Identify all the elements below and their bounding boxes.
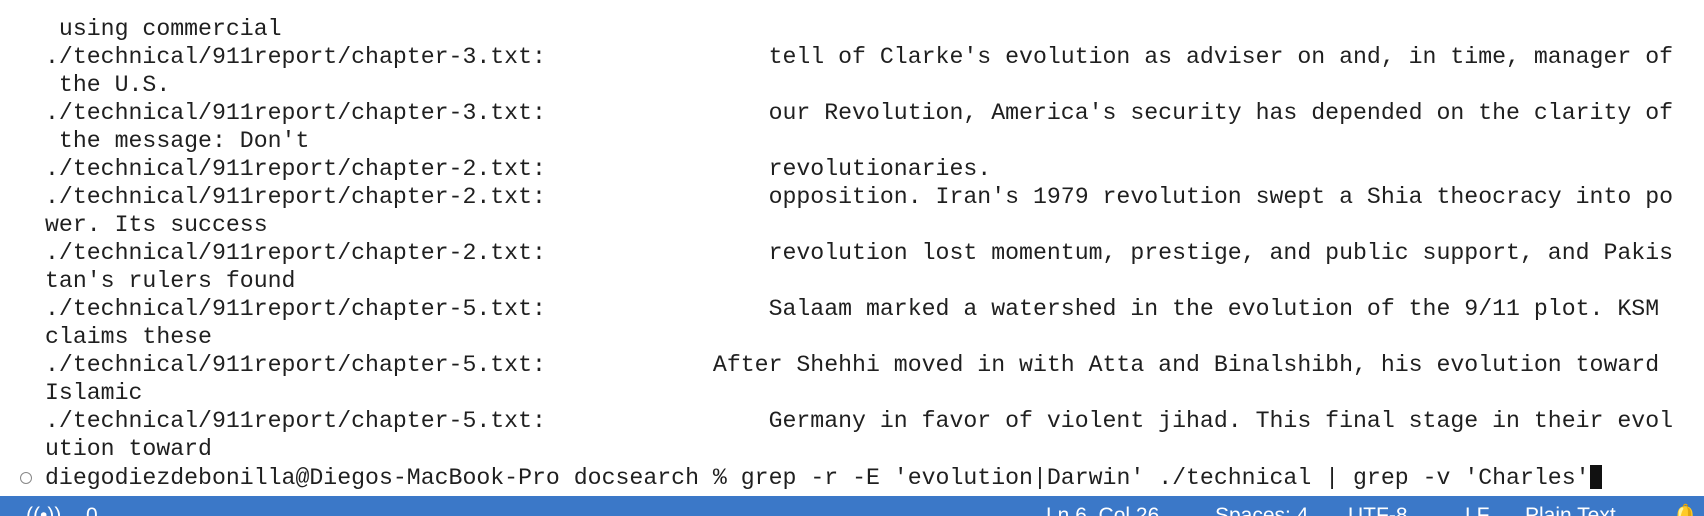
output-line: ution toward <box>45 436 212 462</box>
output-line: using commercial <box>45 16 282 42</box>
output-line: ./technical/911report/chapter-2.txt: rev… <box>45 240 1674 266</box>
output-line: Islamic <box>45 380 143 406</box>
language-mode[interactable]: Plain Text <box>1525 504 1616 516</box>
output-line: ./technical/911report/chapter-5.txt: Ger… <box>45 408 1674 434</box>
output-line: ./technical/911report/chapter-3.txt: our… <box>45 100 1674 126</box>
ports-icon: ((•)) <box>26 504 62 516</box>
prompt-user: diegodiezdebonilla@Diegos-MacBook-Pro do… <box>45 465 727 491</box>
cursor <box>1589 465 1602 489</box>
output-line: ./technical/911report/chapter-5.txt: Sal… <box>45 296 1660 322</box>
output-line: the message: Don't <box>45 128 310 154</box>
notifications-icon[interactable]: 🔔 <box>1672 504 1699 516</box>
cursor-position[interactable]: Ln 6, Col 26 <box>1046 504 1160 516</box>
prompt-line: diegodiezdebonilla@Diegos-MacBook-Pro do… <box>45 464 1602 492</box>
prompt-indicator <box>20 472 32 484</box>
output-line: the U.S. <box>45 72 171 98</box>
output-line: tan's rulers found <box>45 268 296 294</box>
output-line: ./technical/911report/chapter-2.txt: rev… <box>45 156 992 182</box>
terminal-output: using commercial ./technical/911report/ch… <box>45 15 1673 463</box>
output-line: ./technical/911report/chapter-3.txt: tel… <box>45 44 1674 70</box>
output-line: ./technical/911report/chapter-5.txt: Aft… <box>45 352 1660 378</box>
output-line: wer. Its success <box>45 212 268 238</box>
status-bar: ((•)) 0 Ln 6, Col 26 Spaces: 4 UTF-8 LF … <box>0 496 1704 516</box>
output-line: claims these <box>45 324 212 350</box>
output-line: ./technical/911report/chapter-2.txt: opp… <box>45 184 1674 210</box>
eol[interactable]: LF <box>1465 504 1490 516</box>
ports-count[interactable]: 0 <box>86 504 98 516</box>
indentation[interactable]: Spaces: 4 <box>1215 504 1309 516</box>
command: grep -r -E 'evolution|Darwin' ./technica… <box>740 465 1590 491</box>
encoding[interactable]: UTF-8 <box>1348 504 1408 516</box>
